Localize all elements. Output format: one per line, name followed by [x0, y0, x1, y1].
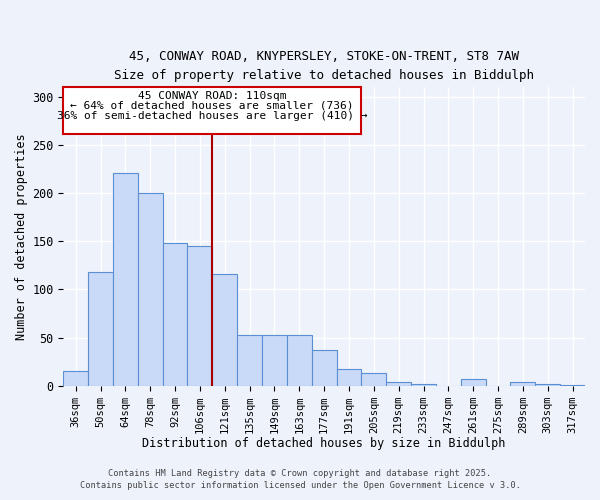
FancyBboxPatch shape — [63, 88, 361, 134]
Bar — [113, 173, 138, 386]
Bar — [88, 272, 113, 386]
Text: 36% of semi-detached houses are larger (410) →: 36% of semi-detached houses are larger (… — [57, 111, 367, 121]
Title: 45, CONWAY ROAD, KNYPERSLEY, STOKE-ON-TRENT, ST8 7AW
Size of property relative t: 45, CONWAY ROAD, KNYPERSLEY, STOKE-ON-TR… — [114, 50, 534, 82]
Bar — [187, 246, 212, 386]
Text: 45 CONWAY ROAD: 110sqm: 45 CONWAY ROAD: 110sqm — [138, 91, 286, 101]
Bar — [511, 382, 535, 386]
Bar — [212, 274, 237, 386]
Bar — [287, 334, 312, 386]
Bar — [560, 384, 585, 386]
Bar — [461, 379, 485, 386]
Bar — [386, 382, 411, 386]
Bar — [138, 193, 163, 386]
Bar — [411, 384, 436, 386]
Bar — [237, 334, 262, 386]
Bar — [163, 243, 187, 386]
Bar — [361, 373, 386, 386]
Bar — [535, 384, 560, 386]
Bar — [63, 371, 88, 386]
Bar — [262, 334, 287, 386]
Bar — [312, 350, 337, 386]
Text: ← 64% of detached houses are smaller (736): ← 64% of detached houses are smaller (73… — [70, 101, 354, 111]
X-axis label: Distribution of detached houses by size in Biddulph: Distribution of detached houses by size … — [142, 437, 506, 450]
Bar — [337, 370, 361, 386]
Text: Contains HM Land Registry data © Crown copyright and database right 2025.
Contai: Contains HM Land Registry data © Crown c… — [79, 468, 521, 490]
Y-axis label: Number of detached properties: Number of detached properties — [15, 133, 28, 340]
